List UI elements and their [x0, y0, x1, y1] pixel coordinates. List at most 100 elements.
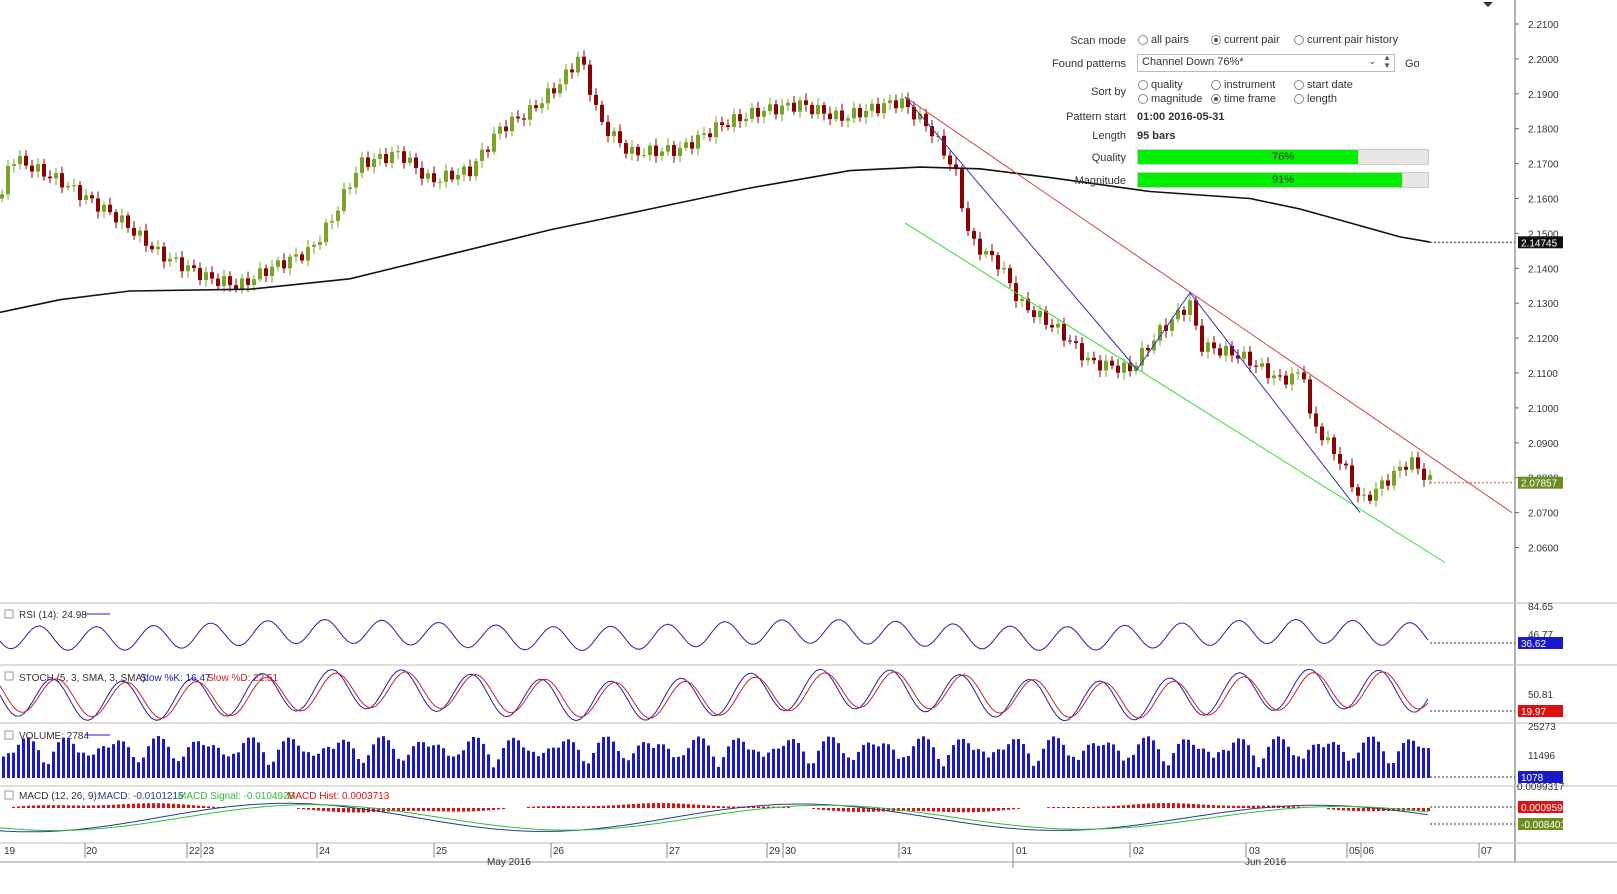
volume-bar: [17, 744, 20, 778]
candle-body: [1092, 357, 1096, 361]
candle-body: [408, 157, 412, 163]
macd-hist-bar: [762, 806, 765, 808]
candle-body: [1122, 362, 1126, 373]
candle-body: [1338, 454, 1342, 464]
volume-bar: [707, 745, 710, 778]
scan-mode-current-pair-history[interactable]: current pair history: [1294, 34, 1398, 46]
macd-hist-bar: [307, 808, 310, 810]
volume-bar: [37, 750, 40, 778]
macd-hist-bar: [717, 806, 720, 808]
scan-mode-all-pairs[interactable]: all pairs: [1138, 34, 1189, 46]
volume-bar: [632, 753, 635, 778]
volume-bar: [827, 736, 830, 778]
candle-body: [642, 155, 646, 157]
sort-magnitude[interactable]: magnitude: [1138, 93, 1202, 105]
candle-body: [810, 104, 814, 115]
rsi-label: RSI (14): 24.98: [19, 610, 87, 621]
day-label: 22: [189, 846, 201, 857]
price-tick-label: 2.1100: [1528, 369, 1558, 380]
sort-instrument[interactable]: instrument: [1211, 79, 1275, 91]
candle-body: [276, 260, 280, 267]
found-patterns-select[interactable]: Channel Down 76%* ⌄ ▲ ▼: [1137, 54, 1395, 72]
price-tick-label: 2.1400: [1528, 264, 1559, 275]
sort-length[interactable]: length: [1294, 93, 1337, 105]
volume-bar: [1172, 753, 1175, 778]
candle-body: [222, 276, 226, 286]
candle-body: [1332, 437, 1336, 455]
candle-body: [798, 100, 802, 112]
volume-bar: [1377, 741, 1380, 778]
volume-bar: [992, 752, 995, 778]
volume-bar: [1077, 759, 1080, 778]
ma-value-tag: 2.14745: [1521, 238, 1558, 249]
volume-bar: [727, 746, 730, 778]
macd-hist-bar: [1252, 805, 1255, 808]
macd-hist-tag-bg: [1518, 801, 1563, 813]
scan-mode-current-pair[interactable]: current pair: [1211, 34, 1280, 46]
volume-bar: [377, 737, 380, 778]
volume-bar: [1187, 739, 1190, 778]
candle-body: [1104, 360, 1108, 371]
macd-hist-bar: [997, 808, 1000, 811]
candle-body: [486, 149, 490, 152]
sort-start-date[interactable]: start date: [1294, 79, 1353, 91]
candle-body: [30, 165, 34, 172]
sort-time-frame[interactable]: time frame: [1211, 93, 1276, 105]
candle-body: [120, 215, 124, 223]
volume-bar: [302, 751, 305, 778]
candle-body: [1050, 324, 1054, 328]
volume-bar: [1122, 760, 1125, 778]
macd-hist-bar: [1282, 805, 1285, 808]
volume-bar: [1342, 751, 1345, 778]
candle-body: [1146, 347, 1150, 351]
candle-body: [888, 100, 892, 104]
volume-bar: [1297, 756, 1300, 778]
macd-hist-bar: [932, 808, 935, 812]
volume-bar: [747, 749, 750, 778]
day-label: 26: [553, 846, 565, 857]
macd-hist-bar: [1117, 805, 1120, 808]
macd-hist-bar: [1047, 807, 1050, 808]
volume-bar: [792, 739, 795, 778]
candle-body: [762, 110, 766, 117]
volume-bar: [902, 757, 905, 778]
volume-bar: [192, 741, 195, 778]
volume-bar: [1102, 745, 1105, 778]
macd-hist-bar: [1332, 808, 1335, 810]
candle-body: [834, 110, 838, 120]
macd-hist-bar: [1192, 803, 1195, 808]
candle-body: [516, 116, 520, 119]
volume-bar: [922, 736, 925, 778]
macd-hist-bar: [1177, 803, 1180, 808]
volume-bar: [1167, 765, 1170, 778]
volume-bar: [662, 744, 665, 778]
candle-body: [450, 170, 454, 180]
candle-body: [66, 185, 70, 188]
volume-bar: [1022, 743, 1025, 778]
volume-bar: [1222, 749, 1225, 778]
macd-hist-bar: [1297, 806, 1300, 808]
macd-hist-bar: [1417, 808, 1420, 811]
spinner-arrows-icon[interactable]: ▲ ▼: [1383, 53, 1391, 70]
go-button[interactable]: Go: [1405, 58, 1420, 70]
candle-body: [918, 113, 922, 120]
price-tick-label: 2.1800: [1528, 125, 1559, 136]
macd-hist-bar: [437, 808, 440, 812]
macd-hist-bar: [167, 803, 170, 808]
day-label: 19: [4, 846, 16, 857]
volume-bar: [1002, 749, 1005, 778]
sort-quality[interactable]: quality: [1138, 79, 1183, 91]
candle-body: [618, 131, 622, 144]
candle-body: [264, 268, 268, 277]
macd-hist-bar: [472, 808, 475, 812]
candle-body: [390, 152, 394, 164]
candle-body: [42, 164, 46, 177]
macd-hist-bar: [582, 806, 585, 808]
volume-bar: [457, 754, 460, 778]
volume-bar: [387, 740, 390, 778]
volume-bar: [862, 745, 865, 778]
volume-bar: [1027, 753, 1030, 778]
macd-hist-bar: [907, 808, 910, 811]
candle-body: [1062, 323, 1066, 341]
